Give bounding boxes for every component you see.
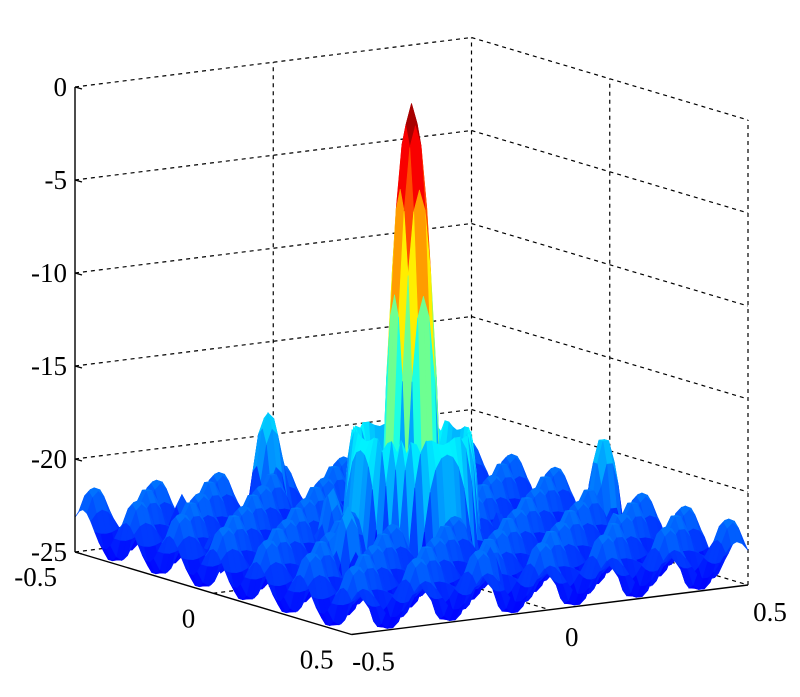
right-floor-axis [351, 584, 749, 636]
tick-labels: 0-5-10-15-20-25-0.500.5 -0.500.5 [14, 72, 787, 677]
z-tick-label: -10 [31, 258, 67, 288]
z-tick-mark [74, 86, 83, 90]
surface-patch [347, 574, 358, 601]
z-tick-label: -15 [31, 351, 67, 381]
z-gridline [74, 408, 472, 460]
z-gridline [74, 222, 472, 274]
surface-mesh [74, 103, 749, 629]
z-tick-mark [74, 365, 83, 369]
z-tick-label: -5 [45, 165, 68, 195]
left-floor-axis [74, 551, 352, 636]
right-axis-tick-label: -0.5 [352, 647, 395, 677]
left-axis-tick-label: -0.5 [14, 562, 57, 592]
axis-frame [74, 86, 749, 636]
z-tick-mark [74, 179, 83, 183]
right-axis-tick-label: 0.5 [753, 597, 787, 627]
right-axis-tick-label: 0 [565, 622, 579, 652]
z-tick-mark [74, 458, 83, 462]
z-tick-mark [74, 551, 83, 555]
z-tick-label: -20 [31, 444, 67, 474]
z-tick-label: -25 [31, 537, 67, 567]
z-tick-mark [74, 272, 83, 276]
z-gridline [74, 129, 472, 181]
left-axis-tick-label: 0 [182, 603, 196, 633]
z-gridline [74, 315, 472, 367]
z-gridline [471, 222, 749, 307]
z-tick-label: 0 [54, 72, 68, 102]
left-axis-tick-label: 0.5 [300, 645, 334, 675]
z-gridline [74, 36, 472, 88]
